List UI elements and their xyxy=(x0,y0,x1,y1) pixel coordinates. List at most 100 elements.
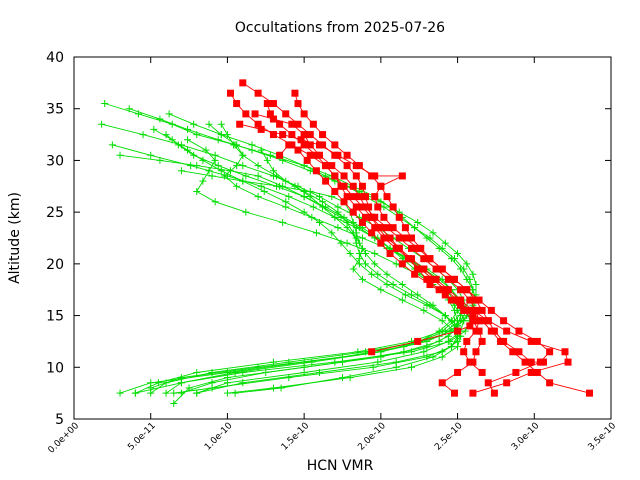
data-point-square xyxy=(564,358,572,366)
data-point-square xyxy=(420,255,428,263)
plot-frame xyxy=(73,56,612,420)
data-point-plus xyxy=(349,229,357,237)
data-point-plus xyxy=(116,389,124,397)
data-point-plus xyxy=(202,146,210,154)
data-point-plus xyxy=(420,306,428,314)
data-point-plus xyxy=(408,363,416,371)
data-point-plus xyxy=(400,348,408,356)
profile-series xyxy=(236,120,547,366)
data-point-square xyxy=(377,224,385,232)
data-point-square xyxy=(500,337,508,345)
data-point-plus xyxy=(435,327,443,335)
data-point-square xyxy=(383,193,391,201)
data-point-square xyxy=(343,162,351,170)
data-point-plus xyxy=(269,167,277,175)
data-point-plus xyxy=(389,281,397,289)
data-point-plus xyxy=(380,203,388,211)
data-point-plus xyxy=(408,291,416,299)
data-point-square xyxy=(386,250,394,258)
data-point-square xyxy=(463,337,471,345)
data-point-plus xyxy=(184,125,192,133)
data-point-square xyxy=(408,234,416,242)
data-point-plus xyxy=(184,136,192,144)
data-point-plus xyxy=(451,306,459,314)
data-point-plus xyxy=(190,120,198,128)
data-point-square xyxy=(546,379,554,387)
data-point-square xyxy=(340,172,348,180)
data-point-square xyxy=(414,265,422,273)
data-point-plus xyxy=(454,343,462,351)
data-point-plus xyxy=(429,353,437,361)
data-point-plus xyxy=(392,260,400,268)
data-point-square xyxy=(454,327,462,335)
profile-traces xyxy=(98,79,594,407)
data-point-plus xyxy=(190,151,198,159)
data-point-plus xyxy=(131,389,139,397)
data-point-plus xyxy=(162,131,170,139)
data-point-square xyxy=(454,368,462,376)
data-point-plus xyxy=(411,224,419,232)
data-point-plus xyxy=(254,162,262,170)
data-point-plus xyxy=(260,187,268,195)
data-point-plus xyxy=(208,172,216,180)
data-point-square xyxy=(472,306,480,314)
data-point-square xyxy=(484,379,492,387)
data-point-plus xyxy=(414,291,422,299)
data-point-square xyxy=(386,234,394,242)
data-point-square xyxy=(420,265,428,273)
data-point-square xyxy=(500,317,508,325)
data-point-square xyxy=(539,358,547,366)
data-point-plus xyxy=(426,234,434,242)
y-axis-label: Altitude (km) xyxy=(7,192,23,284)
data-point-plus xyxy=(339,374,346,382)
data-point-plus xyxy=(254,172,262,180)
data-point-plus xyxy=(349,265,357,273)
data-point-plus xyxy=(214,136,222,144)
data-point-square xyxy=(306,131,314,139)
data-point-plus xyxy=(214,162,222,170)
data-point-square xyxy=(352,172,360,180)
data-point-plus xyxy=(177,167,185,175)
data-point-plus xyxy=(337,213,345,221)
data-point-plus xyxy=(423,343,431,351)
data-point-plus xyxy=(438,317,446,325)
profile-series xyxy=(231,146,462,397)
data-point-plus xyxy=(262,368,270,376)
data-point-plus xyxy=(217,120,225,128)
data-point-square xyxy=(291,89,299,97)
data-point-plus xyxy=(165,110,173,118)
profile-line xyxy=(165,134,459,394)
data-point-square xyxy=(306,151,314,159)
data-point-plus xyxy=(383,281,391,289)
data-point-square xyxy=(300,131,308,139)
profile-series xyxy=(276,141,477,356)
data-point-square xyxy=(512,368,520,376)
data-point-plus xyxy=(193,389,201,397)
data-point-square xyxy=(349,193,357,201)
data-point-plus xyxy=(279,182,287,190)
data-point-plus xyxy=(374,358,382,366)
data-point-plus xyxy=(211,156,219,164)
data-point-square xyxy=(362,203,370,211)
data-point-square xyxy=(509,348,517,356)
data-point-plus xyxy=(193,187,201,195)
data-point-square xyxy=(358,182,366,190)
data-point-plus xyxy=(358,275,366,283)
data-point-square xyxy=(503,327,511,335)
profile-line xyxy=(181,170,462,394)
data-point-square xyxy=(490,327,498,335)
data-point-square xyxy=(414,244,422,252)
data-point-square xyxy=(309,120,317,128)
data-point-square xyxy=(340,182,348,190)
data-point-plus xyxy=(162,389,170,397)
data-point-square xyxy=(484,317,492,325)
data-point-plus xyxy=(398,296,406,304)
data-point-plus xyxy=(460,317,468,325)
data-point-square xyxy=(490,389,498,397)
data-point-plus xyxy=(463,260,471,268)
data-point-square xyxy=(294,100,302,108)
data-point-square xyxy=(447,296,455,304)
data-point-plus xyxy=(226,167,234,175)
data-point-square xyxy=(466,322,474,330)
